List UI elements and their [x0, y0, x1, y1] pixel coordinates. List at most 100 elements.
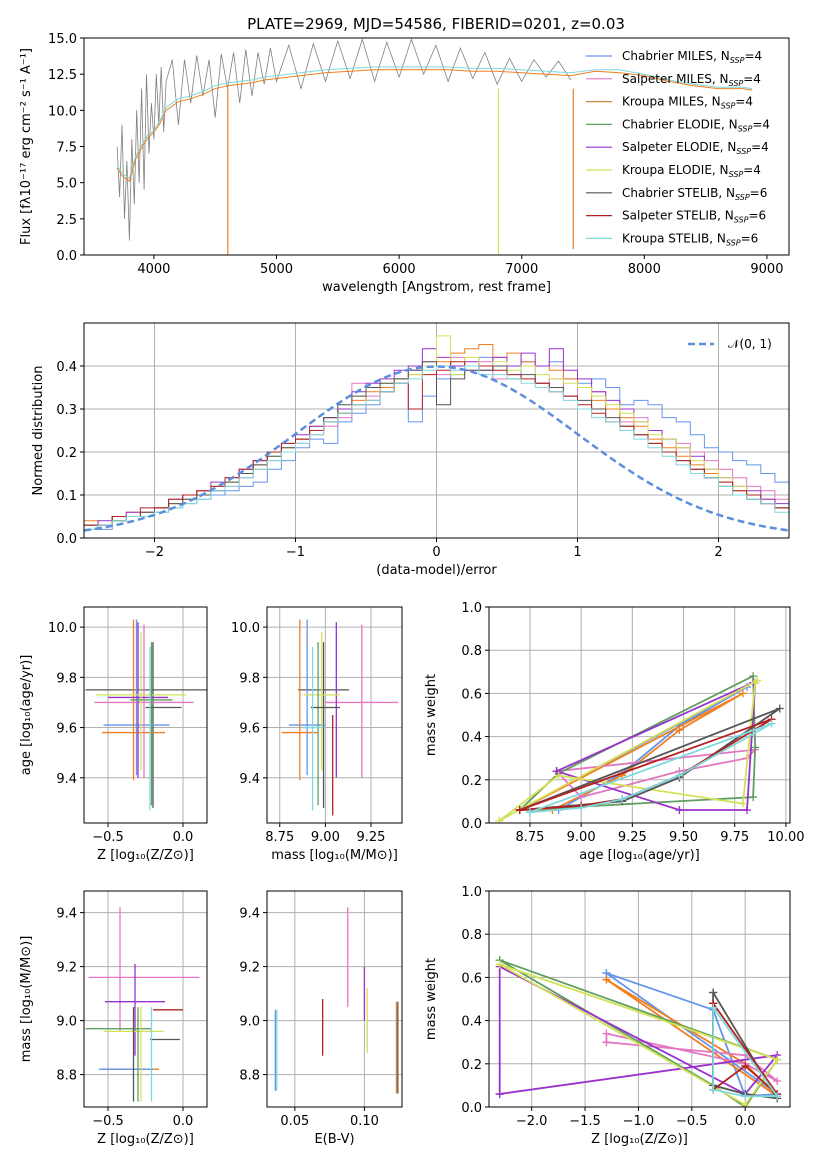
x-axis-label: E(B-V) [314, 1132, 354, 1147]
data-point-marker [741, 1061, 750, 1070]
normal-curve [84, 365, 789, 532]
x-axis-label: Z [log₁₀(Z/Z⊙)] [97, 1132, 194, 1147]
data-point-marker [495, 960, 504, 969]
x-tick-label: 9.25 [618, 830, 647, 845]
plot-area [495, 956, 782, 1107]
y-tick-label: 0.0 [56, 249, 77, 264]
y-tick-label: 5.0 [56, 177, 77, 192]
data-point-marker [751, 743, 760, 752]
x-tick-label: −2 [145, 545, 164, 560]
data-point-marker [495, 816, 504, 823]
y-tick-label: 8.8 [239, 1069, 260, 1084]
x-axis-label: Z [log₁₀(Z/Z⊙)] [97, 848, 194, 863]
histogram-step [84, 344, 789, 538]
y-axis-label: Normed distribution [31, 366, 46, 496]
plot-area [84, 335, 789, 538]
data-point-marker [775, 704, 784, 713]
x-axis-label: age [log₁₀(age/yr)] [579, 848, 700, 863]
y-tick-label: 9.4 [239, 907, 260, 922]
data-point-marker [773, 1077, 782, 1086]
data-point-marker [753, 676, 762, 685]
x-tick-label: 2 [714, 545, 722, 560]
data-point-marker [773, 1092, 782, 1101]
x-axis-label: mass [log₁₀(M/M⊙)] [271, 848, 398, 863]
legend-label: Chabrier STELIB, NSSP=6 [622, 186, 767, 202]
y-tick-label: 0.4 [461, 731, 482, 746]
data-point-marker [709, 1003, 718, 1012]
data-point-marker [602, 1029, 611, 1038]
weight-line [519, 692, 744, 811]
y-tick-label: 9.8 [239, 671, 260, 686]
data-point-marker [675, 771, 684, 780]
data-point-marker [709, 1085, 718, 1094]
legend-label: Chabrier ELODIE, NSSP=4 [622, 117, 770, 133]
data-point-marker [741, 1100, 750, 1107]
y-tick-label: 9.4 [239, 772, 260, 787]
weight-line [556, 681, 757, 811]
x-tick-label: 0.0 [173, 830, 194, 845]
y-tick-label: 9.0 [56, 1015, 77, 1030]
chart-spectrum: 4000 5000 6000 7000 8000 9000 0.0 2.5 5.0 7.5 10.0… [19, 32, 790, 295]
y-tick-label: 0.2 [56, 446, 77, 461]
x-tick-label: −1 [286, 545, 305, 560]
legend-label: Salpeter MILES, NSSP=4 [622, 72, 761, 88]
y-tick-label: 0.1 [56, 489, 77, 504]
y-tick-label: 0.3 [56, 403, 77, 418]
y-tick-label: 1.0 [461, 601, 482, 616]
legend-label: Chabrier MILES, NSSP=4 [622, 49, 762, 65]
y-tick-label: 2.5 [56, 213, 77, 228]
weight-line [498, 679, 758, 822]
axes-frame [83, 37, 790, 256]
x-tick-label: 8.75 [515, 830, 544, 845]
x-axis-label: wavelength [Angstrom, rest frame] [322, 280, 551, 295]
data-point-marker [741, 1092, 750, 1101]
y-tick-label: 9.2 [56, 961, 77, 976]
x-tick-label: 0.10 [350, 1114, 379, 1129]
data-point-marker [709, 988, 718, 997]
plot-area [85, 907, 200, 1102]
x-tick-label: 10.00 [767, 830, 804, 845]
data-point-marker [618, 795, 627, 804]
series-line-model [116, 66, 753, 180]
data-point-marker [675, 726, 684, 735]
y-tick-label: 0.2 [461, 1058, 482, 1073]
data-point-marker [738, 689, 747, 698]
axes-frame [488, 606, 791, 824]
y-axis-label: mass weight [424, 958, 439, 1040]
x-tick-label: −0.5 [676, 1114, 708, 1129]
y-tick-label: 15.0 [48, 32, 77, 47]
legend-label: 𝒩(0, 1) [728, 337, 772, 351]
y-tick-label: 10.0 [231, 621, 260, 636]
x-tick-label: 1 [573, 545, 581, 560]
x-tick-label: 8000 [628, 262, 661, 277]
chart-weight-vs-age: 8.75 9.00 9.25 9.50 9.75 10.00 0.0 0.2 0.4 0.6 0.8… [424, 601, 805, 863]
y-axis-label: mass [log₁₀(M/M⊙)] [19, 936, 34, 1063]
x-tick-label: 9.75 [720, 830, 749, 845]
data-point-marker [554, 771, 563, 780]
legend-label: Kroupa MILES, NSSP=4 [622, 95, 753, 111]
legend-label: Salpeter STELIB, NSSP=6 [622, 209, 766, 225]
data-point-marker [515, 806, 524, 815]
x-tick-label: 9.50 [669, 830, 698, 845]
histogram-step [84, 365, 789, 538]
chart-age-vs-Z: −0.5 0.0 9.4 9.6 9.8 10.0 Z [log₁₀(Z/Z⊙)] age [… [19, 606, 208, 863]
data-point-marker [743, 806, 751, 815]
data-point-marker [602, 1038, 611, 1047]
y-tick-label: 7.5 [56, 141, 77, 156]
x-tick-label: −0.5 [92, 1114, 124, 1129]
chart-weight-vs-Z: −2.0 −1.5 −1.0 −0.5 0.0 0.0 0.2 0.4 0.6 0.8 1.0 Z [… [424, 885, 791, 1147]
weight-line [519, 718, 773, 811]
x-tick-label: 0.05 [280, 1114, 309, 1129]
x-tick-label: 8.75 [265, 830, 294, 845]
chart-mass-vs-Z: −0.5 0.0 8.8 9.0 9.2 9.4 Z [log₁₀(Z/Z⊙)] mass [… [19, 890, 208, 1147]
chart-age-vs-mass: 8.75 9.00 9.25 9.4 9.6 9.8 10.0 mass [log₁₀(M/M… [231, 606, 403, 863]
figure-title: PLATE=2969, MJD=54586, FIBERID=0201, z=0… [247, 15, 625, 33]
y-tick-label: 12.5 [48, 68, 77, 83]
weight-line [529, 722, 773, 814]
y-axis-label: age [log₁₀(age/yr)] [19, 655, 34, 776]
plot-area [495, 672, 784, 823]
data-point-marker [749, 793, 758, 802]
x-tick-label: −1.0 [623, 1114, 655, 1129]
y-tick-label: 0.4 [461, 1015, 482, 1030]
